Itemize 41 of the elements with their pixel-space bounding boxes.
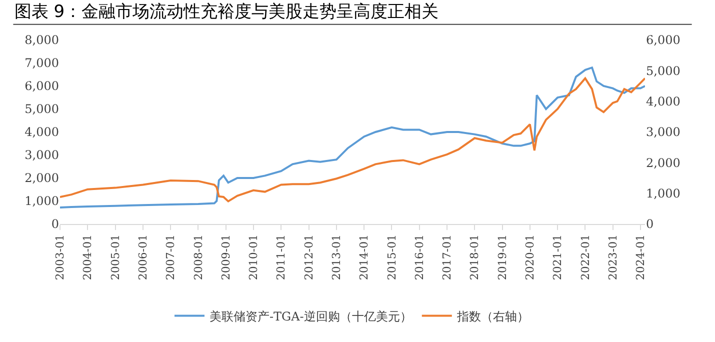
x-tick-label: 2010-01 [247, 234, 260, 280]
legend-label: 美联储资产-TGA-逆回购（十亿美元） [210, 309, 412, 324]
y2-tick-label: 2,000 [646, 156, 680, 170]
x-tick-label: 2008-01 [192, 234, 205, 280]
y-tick-label: 2,000 [24, 171, 59, 186]
x-tick-label: 2004-01 [81, 234, 94, 280]
x-tick-label: 2016-01 [412, 234, 426, 280]
y2-tick-label: 0 [646, 217, 654, 232]
x-tick-label: 2024-01 [634, 234, 648, 280]
y-tick-label: 7,000 [24, 56, 59, 70]
x-tick-label: 2013-01 [330, 234, 344, 280]
y-tick-label: 8,000 [24, 33, 59, 48]
x-tick-label: 2021-01 [551, 234, 564, 280]
y-tick-label: 0 [51, 217, 59, 232]
x-tick-label: 2007-01 [164, 234, 178, 280]
y2-tick-label: 1,000 [646, 186, 680, 201]
y2-tick-label: 4,000 [646, 94, 680, 109]
x-tick-label: 2003-01 [54, 234, 67, 280]
y-tick-label: 5,000 [24, 102, 59, 116]
x-tick-label: 2014-01 [358, 234, 371, 280]
x-tick-label: 2017-01 [440, 234, 454, 280]
y2-tick-label: 5,000 [646, 64, 680, 78]
y-tick-label: 3,000 [24, 148, 59, 162]
x-tick-label: 2019-01 [496, 234, 509, 280]
legend-label: 指数（右轴） [456, 309, 529, 324]
x-tick-label: 2022-01 [578, 234, 592, 280]
y-tick-label: 4,000 [24, 125, 59, 140]
x-tick-label: 2020-01 [523, 234, 536, 280]
x-tick-label: 2018-01 [468, 234, 482, 280]
x-tick-label: 2012-01 [302, 234, 316, 280]
chart-title: 图表 9：金融市场流动性充裕度与美股走势呈高度正相关 [14, 2, 439, 22]
x-tick-label: 2005-01 [108, 234, 122, 280]
y2-tick-label: 6,000 [646, 33, 680, 48]
y2-tick-label: 3,000 [646, 125, 680, 140]
x-tick-label: 2015-01 [385, 234, 398, 280]
x-tick-label: 2011-01 [274, 234, 288, 280]
x-tick-label: 2023-01 [606, 234, 620, 280]
x-tick-label: 2009-01 [219, 234, 232, 280]
y-tick-label: 1,000 [24, 194, 59, 208]
y-tick-label: 6,000 [24, 79, 59, 94]
x-tick-label: 2006-01 [136, 234, 150, 280]
